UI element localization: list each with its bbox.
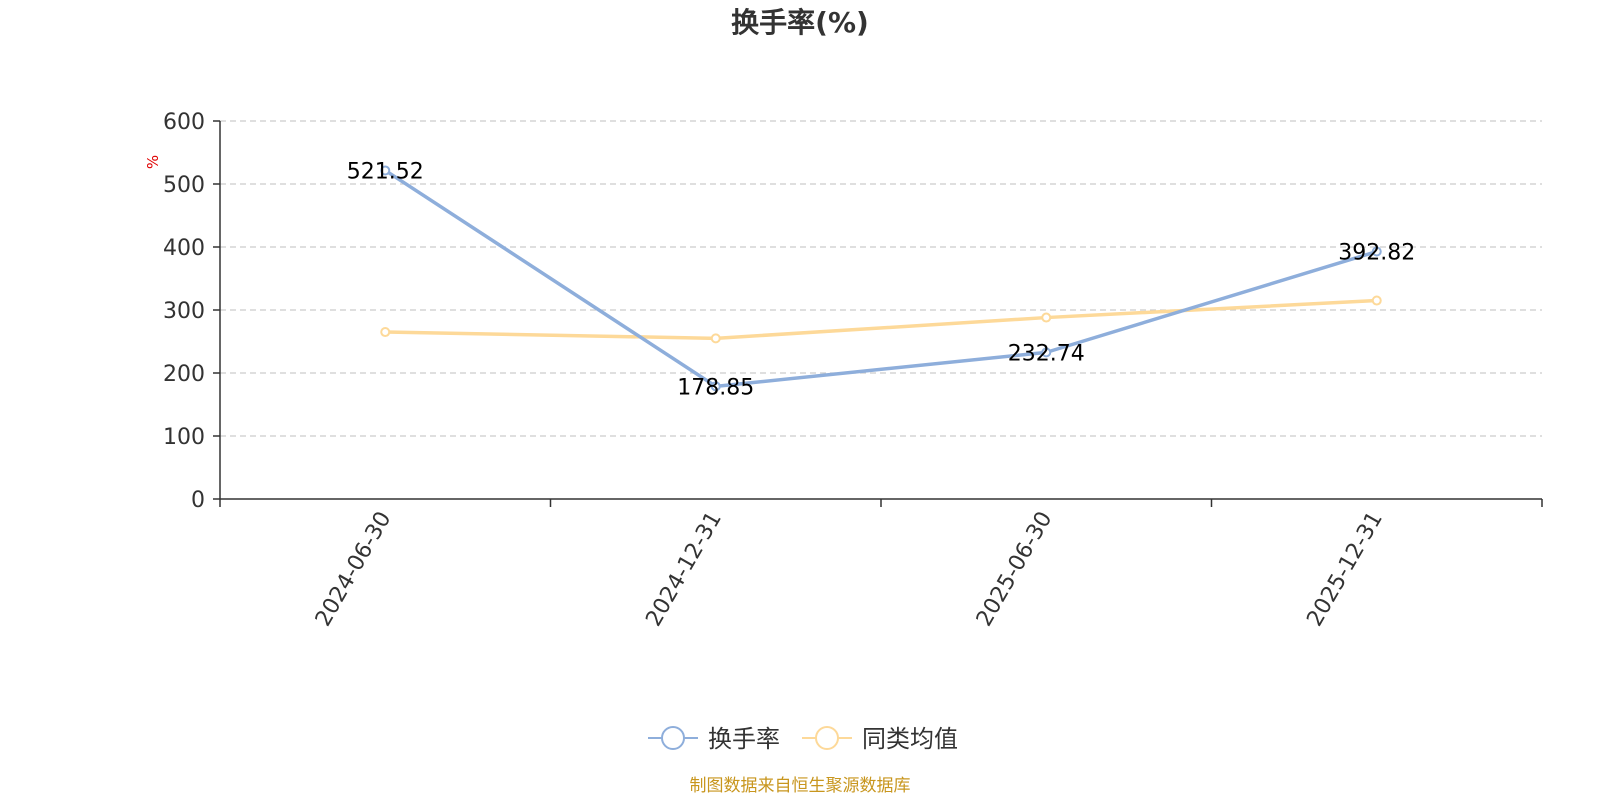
series-layer [380, 165, 1382, 392]
legend-item-turnover[interactable]: 换手率 [648, 725, 780, 753]
data-label: 232.74 [1008, 341, 1085, 366]
y-axis-unit: % [144, 155, 162, 169]
grid-lines [220, 120, 1542, 437]
y-tick-label: 600 [163, 110, 205, 135]
x-tick-label: 2024-12-31 [641, 508, 727, 631]
legend-label-peer-average: 同类均值 [862, 725, 958, 753]
data-label: 392.82 [1338, 241, 1415, 266]
series-point-1 [710, 333, 721, 344]
legend-item-peer-average[interactable]: 同类均值 [802, 725, 958, 753]
y-tick-label: 0 [191, 488, 205, 513]
x-tick-label: 2024-06-30 [311, 508, 397, 631]
series-point-1 [1041, 312, 1052, 323]
axes: 0 100 200 300 400 500 600 2024-06-30 2024-12-31 2… [163, 110, 1543, 631]
y-tick-label: 100 [163, 425, 205, 450]
legend-marker-turnover [661, 726, 685, 750]
legend-label-turnover: 换手率 [708, 725, 780, 753]
series-line-0 [384, 168, 1378, 389]
series-point-0 [710, 381, 721, 392]
chart-title: 换手率(%) [731, 6, 869, 39]
series-point-0 [380, 165, 391, 176]
y-tick-label: 400 [163, 236, 205, 261]
y-tick-label: 500 [163, 173, 205, 198]
legend: 换手率 同类均值 [648, 725, 958, 753]
data-source-note: 制图数据来自恒生聚源数据库 [690, 776, 911, 796]
data-labels: 521.52 178.85 232.74 392.82 [347, 159, 1415, 400]
series-point-0 [1371, 246, 1382, 257]
x-tick-label: 2025-06-30 [972, 508, 1058, 631]
series-point-0 [1041, 347, 1052, 358]
y-tick-label: 300 [163, 299, 205, 324]
y-tick-label: 200 [163, 362, 205, 387]
data-label: 178.85 [677, 375, 754, 400]
x-tick-label: 2025-12-31 [1302, 508, 1388, 631]
legend-marker-peer-average [815, 726, 839, 750]
series-point-1 [1371, 295, 1382, 306]
series-point-1 [380, 327, 391, 338]
series-line-1 [385, 298, 1377, 341]
data-label: 521.52 [347, 159, 424, 184]
